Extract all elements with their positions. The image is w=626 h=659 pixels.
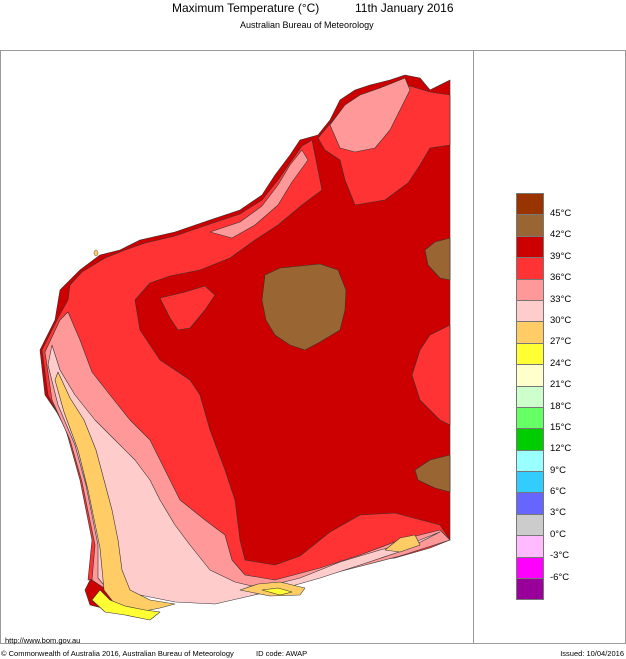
legend-label: 12°C: [550, 443, 572, 455]
legend-label: 15°C: [550, 421, 572, 433]
issued-date: Issued: 10/04/2016: [560, 649, 624, 658]
legend-label: 33°C: [550, 293, 572, 305]
region-27-30-southeast: [384, 534, 421, 553]
legend-label: 18°C: [550, 400, 572, 412]
legend-swatch: [516, 535, 544, 557]
region-36-39-east: [411, 324, 451, 426]
map-subtitle: Australian Bureau of Meteorology: [240, 20, 374, 30]
legend-swatch: [516, 406, 544, 429]
legend-swatch: [516, 321, 544, 343]
legend-labels: 45°C 42°C 39°C 36°C 33°C 30°C 27°C 24°C 21°C 18°C…: [550, 208, 571, 593]
legend-swatch: [516, 428, 544, 450]
title-row: Maximum Temperature (°C) 11th January 20…: [0, 0, 626, 20]
legend-label: 27°C: [550, 336, 572, 348]
legend-label: 9°C: [550, 464, 566, 476]
legend-swatch: [516, 385, 544, 407]
legend-swatch: [516, 578, 544, 601]
legend-swatch: [516, 556, 544, 579]
legend-label: 45°C: [550, 208, 572, 219]
map-title: Maximum Temperature (°C): [172, 1, 320, 15]
legend-label: -3°C: [550, 550, 570, 562]
copyright-text: © Commonwealth of Australia 2016, Austra…: [1, 649, 234, 658]
region-24-27: [91, 589, 161, 621]
legend-swatch: [516, 342, 544, 365]
legend-swatch: [516, 299, 544, 322]
map-panel: [0, 50, 474, 644]
legend-swatch: [516, 471, 544, 493]
legend-label: 39°C: [550, 250, 572, 262]
legend-swatch: [516, 257, 544, 279]
source-url[interactable]: http://www.bom.gov.au: [5, 636, 81, 645]
region-27-30: [54, 371, 176, 613]
legend-label: 3°C: [550, 507, 566, 519]
figure-frame: [0, 50, 625, 644]
map-date: 11th January 2016: [355, 1, 454, 15]
legend-swatch: [516, 214, 544, 236]
legend-colorbar: [516, 193, 544, 601]
legend-swatch: [516, 513, 544, 536]
region-42-45-central: [261, 263, 347, 351]
legend-label: 24°C: [550, 357, 572, 369]
legend-label: 42°C: [550, 229, 572, 241]
region-42-45-southeast: [414, 454, 451, 493]
legend-label: 36°C: [550, 272, 572, 284]
legend-swatch: [516, 235, 544, 258]
region-24-27-southcoast: [261, 587, 293, 596]
region-33-36-northwest: [209, 149, 309, 239]
legend-swatch: [516, 449, 544, 472]
legend-swatch: [516, 492, 544, 514]
legend-label: 0°C: [550, 528, 566, 540]
legend-swatch: [516, 193, 544, 215]
legend-swatch: [516, 364, 544, 386]
legend-label: 21°C: [550, 379, 572, 391]
island-1: [93, 249, 99, 257]
id-code: ID code: AWAP: [256, 649, 308, 658]
legend-label: 6°C: [550, 486, 566, 498]
region-36-39-inland: [159, 285, 216, 331]
temperature-map: [39, 74, 451, 621]
region-42-45-east: [424, 237, 451, 281]
legend-label: 30°C: [550, 314, 572, 326]
region-33-36-kimberley: [329, 77, 411, 153]
legend-label: -6°C: [550, 571, 570, 583]
legend-swatch: [516, 278, 544, 300]
